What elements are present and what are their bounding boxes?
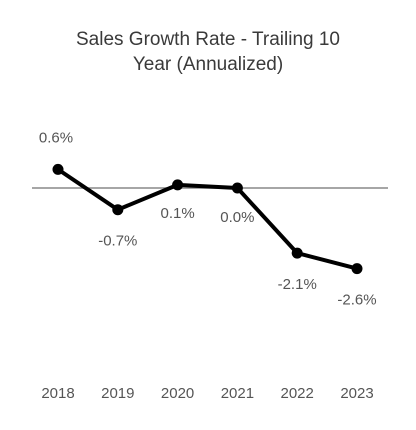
data-point-2022 xyxy=(291,247,303,259)
data-label-2023: -2.6% xyxy=(337,292,376,309)
data-label-2019: -0.7% xyxy=(98,233,137,250)
data-point-2023 xyxy=(351,263,363,275)
chart-title-line-1: Sales Growth Rate - Trailing 10 xyxy=(75,29,340,50)
series-line xyxy=(56,167,359,271)
data-label-2020: 0.1% xyxy=(160,205,194,222)
x-tick-label-2019: 2019 xyxy=(101,385,134,402)
data-point-2020 xyxy=(172,179,184,191)
data-point-2021 xyxy=(231,182,243,194)
x-tick-label-2023: 2023 xyxy=(340,385,373,402)
x-tick-label-2022: 2022 xyxy=(281,385,314,402)
data-label-2018: 0.6% xyxy=(39,129,73,146)
data-label-2022: -2.1% xyxy=(278,276,317,293)
data-point-2018 xyxy=(52,163,64,175)
x-tick-label-2020: 2020 xyxy=(161,385,194,402)
data-label-2021: 0.0% xyxy=(220,209,254,226)
data-point-2019 xyxy=(112,204,124,216)
x-tick-label-2018: 2018 xyxy=(41,385,74,402)
chart-title-line-2: Year (Annualized) xyxy=(132,54,284,75)
x-tick-label-2021: 2021 xyxy=(221,385,254,402)
chart-title: Sales Growth Rate - Trailing 10 Year (An… xyxy=(0,27,416,77)
